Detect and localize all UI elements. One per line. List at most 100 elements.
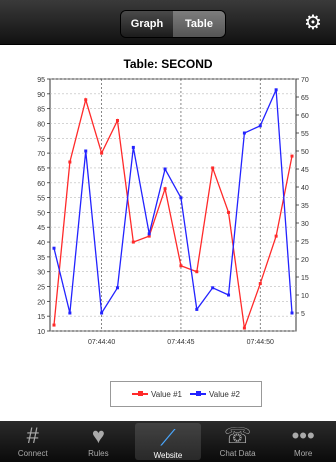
legend-swatch-series2 (190, 391, 206, 396)
x-axis-tick-label: 07:44:40 (88, 339, 115, 346)
series-1-point (242, 326, 246, 330)
series-2-point (258, 124, 262, 128)
left-axis-tick-label: 95 (37, 77, 45, 84)
series-2-point (115, 286, 119, 290)
series-1-point (179, 264, 183, 268)
grid-icon: # (26, 423, 39, 448)
x-axis-tick-label: 07:44:50 (247, 339, 274, 346)
tab-label-connect: Connect (17, 449, 48, 458)
view-segmented-control[interactable]: Graph Table (120, 10, 226, 38)
gear-icon[interactable]: ⚙ (304, 12, 322, 34)
right-axis-tick-label: 25 (301, 239, 309, 246)
right-axis-tick-label: 55 (301, 131, 309, 138)
chart-icon: ⟋ (160, 425, 176, 450)
chart-title: Table: SECOND (123, 57, 213, 71)
series-1-point (211, 166, 215, 170)
right-axis-tick-label: 10 (301, 293, 309, 300)
series-2-point (211, 286, 215, 290)
legend-swatch-series1 (132, 391, 148, 396)
left-axis-tick-label: 30 (37, 270, 45, 277)
right-axis-tick-label: 5 (301, 311, 305, 318)
left-axis-tick-label: 75 (37, 136, 45, 143)
series-2-point (84, 149, 88, 153)
chart-panel: Table: SECOND 10 15 20 25 30 35 40 45 50 55 60 65 70… (0, 45, 336, 421)
left-axis-tick-label: 15 (37, 314, 45, 321)
series-1-point (115, 119, 119, 123)
tab-label-rules: Rules (88, 449, 109, 458)
right-axis-tick-label: 65 (301, 95, 309, 102)
series-1-point (52, 323, 56, 327)
series-2-point (290, 311, 294, 315)
left-axis-tick-label: 55 (37, 196, 45, 203)
left-axis-tick-label: 40 (37, 240, 45, 247)
left-axis-tick-label: 60 (37, 181, 45, 188)
left-axis-tick-label: 25 (37, 285, 45, 292)
left-axis-tick-label: 50 (37, 210, 45, 217)
right-axis-tick-label: 50 (301, 149, 309, 156)
series-1-point (274, 234, 278, 238)
series-2-point (274, 88, 278, 92)
left-axis-tick-label: 20 (37, 299, 45, 306)
right-axis-tick-label: 35 (301, 203, 309, 210)
series-1-point (147, 234, 151, 238)
line-chart: 10 15 20 25 30 35 40 45 50 55 60 65 70 75 80 85 90 95 5 10 1… (37, 77, 309, 346)
chart-legend: Value #1 Value #2 (110, 381, 262, 407)
tab-connect[interactable]: # Connect (0, 421, 66, 462)
series-2-point (147, 232, 151, 236)
series-1-point (290, 154, 294, 158)
tab-website[interactable]: ⟋ Website (135, 423, 201, 460)
left-axis-tick-label: 35 (37, 255, 45, 262)
tab-label-chat-data: Chat Data (219, 449, 256, 458)
tab-label-more: More (294, 449, 313, 458)
series-line-1 (53, 97, 293, 329)
legend-label-series2: Value #2 (209, 389, 240, 399)
series-2-point (100, 311, 104, 315)
series-2-point (131, 145, 135, 149)
right-axis-tick-label: 30 (301, 221, 309, 228)
chat-icon: ☏ (223, 423, 252, 448)
series-2-point (179, 196, 183, 200)
tab-rules[interactable]: ♥ Rules (66, 421, 132, 462)
right-axis-tick-label: 70 (301, 77, 309, 84)
navigation-bar: Graph Table ⚙ (0, 0, 336, 45)
graph-segment[interactable]: Graph (121, 11, 173, 37)
x-axis-tick-label: 07:44:45 (167, 339, 194, 346)
right-axis-tick-label: 60 (301, 113, 309, 120)
series-2-point (52, 246, 56, 250)
series-1-point (227, 210, 231, 214)
series-2-point (163, 167, 167, 171)
series-1-point (68, 160, 72, 164)
right-axis-tick-label: 45 (301, 167, 309, 174)
series-line-2 (53, 89, 293, 315)
legend-label-series1: Value #1 (151, 389, 182, 399)
series-1-point (84, 98, 88, 102)
left-axis-tick-label: 65 (37, 166, 45, 173)
series-1-point (100, 151, 104, 155)
series-2-point (242, 131, 246, 135)
left-axis-tick-label: 85 (37, 107, 45, 114)
series-1-point (258, 282, 262, 286)
right-axis-tick-label: 15 (301, 275, 309, 282)
series-2-point (68, 311, 72, 315)
left-axis-tick-label: 80 (37, 121, 45, 128)
series-2-point (195, 307, 199, 311)
tab-label-website: Website (153, 451, 183, 460)
left-axis-tick-label: 70 (37, 151, 45, 158)
series-1-point (131, 240, 135, 244)
left-axis-tick-label: 45 (37, 225, 45, 232)
series-2-point (227, 293, 231, 297)
right-axis-tick-label: 20 (301, 257, 309, 264)
series-1-point (163, 187, 167, 191)
plot-area (49, 78, 297, 332)
series-1-point (195, 270, 199, 274)
heart-icon: ♥ (91, 423, 105, 448)
legend-item-series2: Value #2 (190, 390, 240, 399)
tab-more[interactable]: ••• More (270, 421, 336, 462)
more-icon: ••• (291, 423, 315, 448)
right-axis-tick-label: 40 (301, 185, 309, 192)
table-segment[interactable]: Table (173, 11, 225, 37)
legend-item-series1: Value #1 (132, 390, 182, 399)
left-axis-tick-label: 90 (37, 92, 45, 99)
left-axis-tick-label: 10 (37, 329, 45, 336)
tab-chat-data[interactable]: ☏ Chat Data (205, 421, 271, 462)
